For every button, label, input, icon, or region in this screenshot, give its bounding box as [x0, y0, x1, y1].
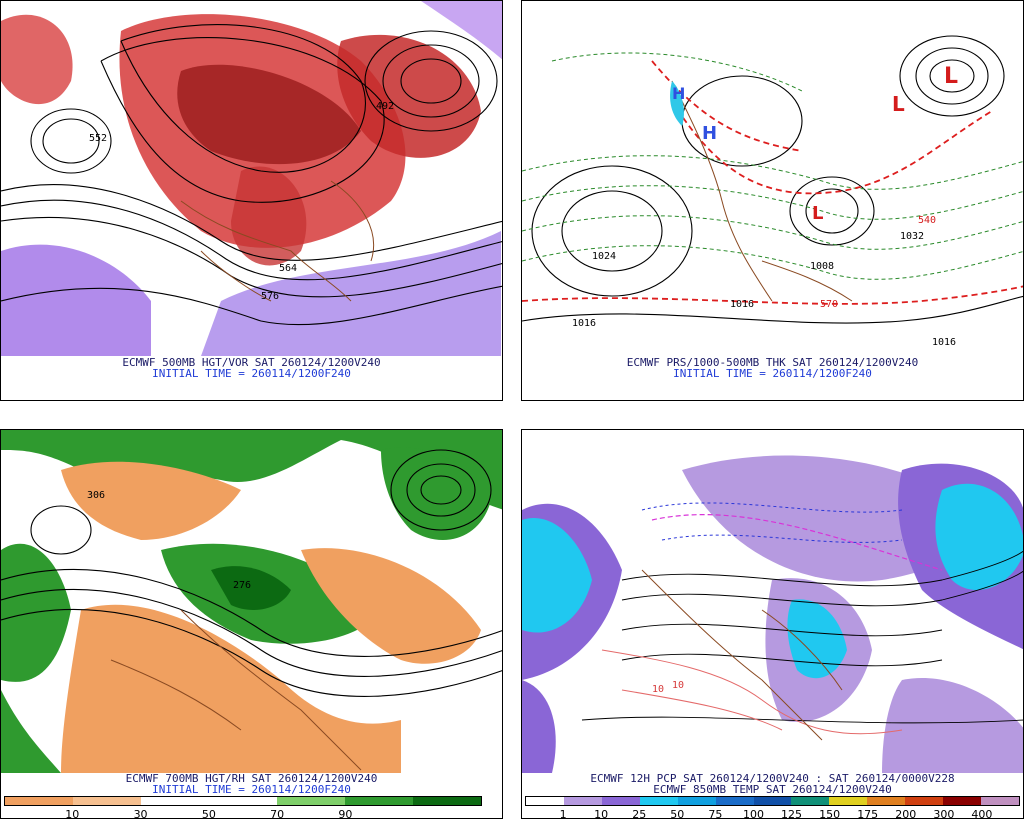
low-pressure-marker: L [944, 64, 958, 89]
rh-colorbar-swatch [5, 797, 73, 805]
contour-label-1016: 1016 [730, 299, 754, 310]
rh-colorbar-tick-label: 10 [65, 808, 80, 819]
precip-colorbar-swatch [715, 797, 754, 805]
rh-colorbar-strip [4, 796, 482, 806]
panel-mslp-thickness: L L L H H 1024 1032 1016 1008 540 570 10… [521, 0, 1024, 401]
precip-colorbar-tick-label: 25 [632, 808, 647, 819]
rh-colorbar-tick-label: 70 [270, 808, 285, 819]
panel-title: ECMWF 500MB HGT/VOR SAT 260124/1200V240 [122, 356, 381, 369]
precip-colorbar-tick-label: 50 [670, 808, 685, 819]
precip-colorbar-swatch [753, 797, 792, 805]
contour-label-276: 276 [233, 580, 251, 591]
contour-label-1016: 1016 [572, 318, 596, 329]
panel-title: ECMWF 700MB HGT/RH SAT 260124/1200V240 [125, 772, 378, 785]
precip-colorbar-tick-label: 75 [708, 808, 723, 819]
contour-label-1008: 1008 [810, 261, 834, 272]
precip-colorbar-tick-label: 125 [781, 808, 803, 819]
precip-temp-map: 10 10 [522, 430, 1023, 773]
precip-colorbar-swatch [943, 797, 982, 805]
precip-colorbar: 1 10 25 50 75 100 125 150 175 200 300 400 [525, 796, 1020, 819]
contour-label-576: 576 [261, 291, 279, 302]
precip-colorbar-swatch [905, 797, 944, 805]
rh-map: 306 276 [1, 430, 502, 773]
contour-label-552: 552 [89, 133, 107, 144]
precip-colorbar-swatch [639, 797, 678, 805]
precip-colorbar-strip [525, 796, 1020, 806]
rh-colorbar-tick-label: 90 [338, 808, 353, 819]
rh-colorbar-swatch [413, 797, 481, 805]
precip-colorbar-tick-label: 1 [559, 808, 567, 819]
panel-title: ECMWF 12H PCP SAT 260124/1200V240 : SAT … [590, 772, 955, 785]
mslp-thickness-map: L L L H H 1024 1032 1016 1008 540 570 10… [522, 1, 1023, 356]
high-pressure-marker: H [702, 123, 717, 144]
rh-colorbar-tick-label: 50 [201, 808, 216, 819]
precip-colorbar-tick-label: 300 [933, 808, 955, 819]
contour-label-306: 306 [87, 490, 105, 501]
low-pressure-marker: L [812, 203, 823, 224]
precip-colorbar-swatch [981, 797, 1019, 805]
precip-colorbar-swatch [677, 797, 716, 805]
rh-colorbar-swatch [345, 797, 413, 805]
panel-500mb-vorticity: 552 492 576 564 ECMWF 500MB HGT/VOR SAT … [0, 0, 503, 401]
contour-label-564: 564 [279, 263, 297, 274]
precip-colorbar-tick-label: 175 [857, 808, 879, 819]
precip-colorbar-swatch [791, 797, 830, 805]
rh-colorbar-swatch [141, 797, 209, 805]
rh-colorbar-tick-label: 30 [133, 808, 148, 819]
rh-colorbar: 10 30 50 70 90 [4, 796, 482, 819]
panel-precip-850temp: 10 10 ECMWF 12H PCP SAT 260124/1200V240 … [521, 429, 1024, 819]
precip-colorbar-tick-label: 400 [971, 808, 993, 819]
panel-700mb-rh: 306 276 ECMWF 700MB HGT/RH SAT 260124/12… [0, 429, 503, 819]
rh-colorbar-swatch [209, 797, 277, 805]
precip-colorbar-swatch [829, 797, 868, 805]
contour-label-1016: 1016 [932, 337, 956, 348]
panel-init-time: INITIAL TIME = 260114/1200F240 [673, 367, 872, 380]
precip-colorbar-tick-label: 150 [819, 808, 841, 819]
vorticity-map: 552 492 576 564 [1, 1, 502, 356]
precip-colorbar-swatch [526, 797, 564, 805]
panel-title: ECMWF PRS/1000-500MB THK SAT 260124/1200… [626, 356, 919, 369]
rh-colorbar-swatch [73, 797, 141, 805]
contour-label-10: 10 [652, 684, 664, 695]
precip-colorbar-swatch [601, 797, 640, 805]
precip-colorbar-swatch [867, 797, 906, 805]
contour-label-1032: 1032 [900, 231, 924, 242]
panel-subtitle: ECMWF 850MB TEMP SAT 260124/1200V240 [653, 783, 892, 796]
panel-init-time: INITIAL TIME = 260114/1200F240 [152, 783, 351, 796]
contour-label-492: 492 [376, 101, 394, 112]
precip-colorbar-tick-label: 200 [895, 808, 917, 819]
thickness-label-570: 570 [820, 299, 838, 310]
panel-init-time: INITIAL TIME = 260114/1200F240 [152, 367, 351, 380]
contour-label-10: 10 [672, 680, 684, 691]
contour-label-1024: 1024 [592, 251, 616, 262]
precip-colorbar-swatch [563, 797, 602, 805]
precip-colorbar-tick-label: 100 [742, 808, 764, 819]
precip-colorbar-tick-label: 10 [594, 808, 609, 819]
low-pressure-marker: L [892, 92, 905, 116]
high-pressure-marker: H [672, 84, 685, 103]
rh-colorbar-swatch [277, 797, 345, 805]
thickness-label-540: 540 [918, 215, 936, 226]
